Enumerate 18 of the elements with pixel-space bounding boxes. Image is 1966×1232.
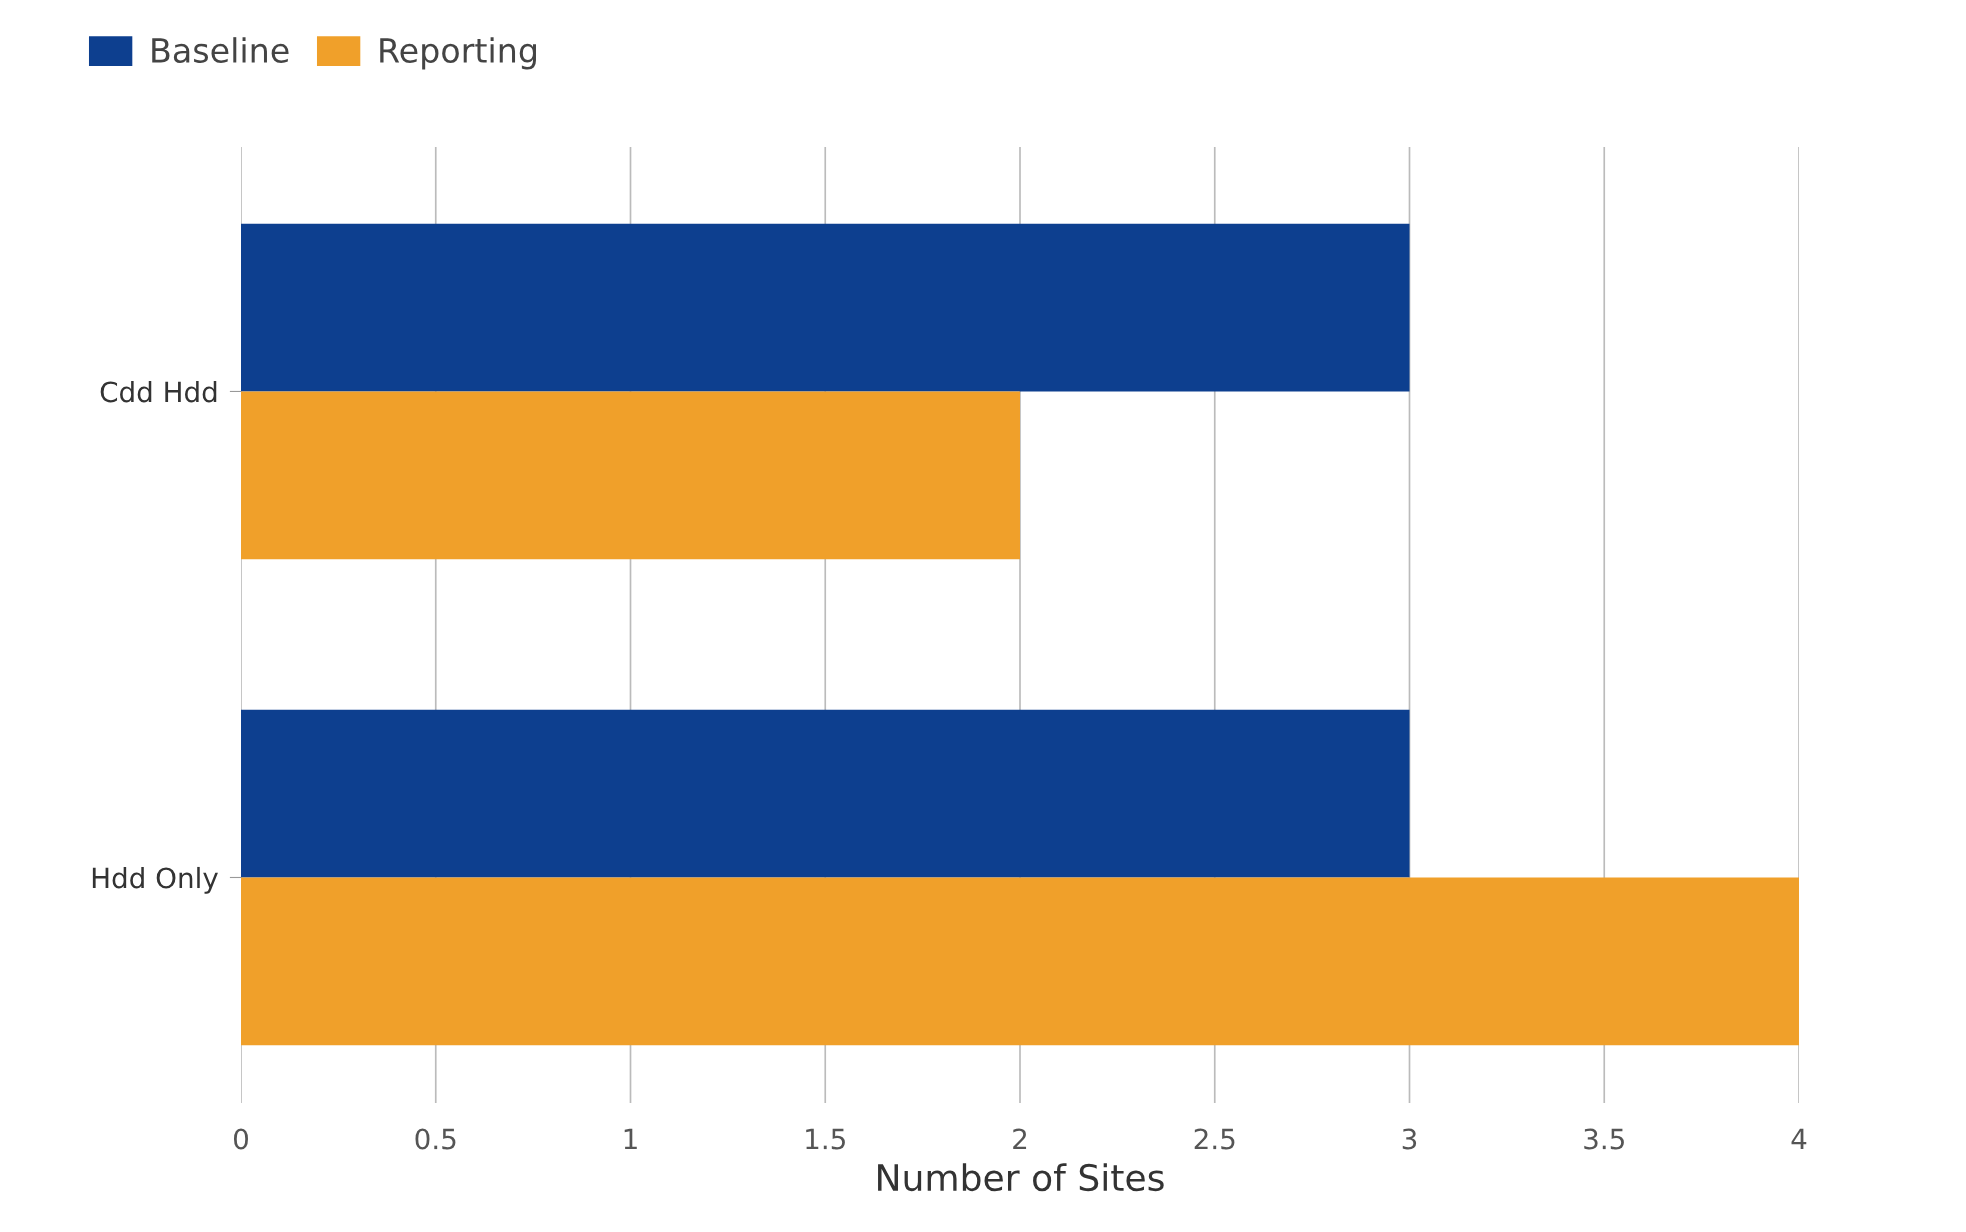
x-tick-label: 0.5 <box>415 1128 456 1150</box>
x-tick-label: 3 <box>1402 1128 1417 1150</box>
bar <box>241 223 1410 392</box>
x-tick-label: 2 <box>1013 1128 1027 1150</box>
y-tick-label: Hdd Only <box>92 866 218 894</box>
bar <box>241 391 1020 560</box>
x-tick-label: 4 <box>1791 1128 1807 1150</box>
bar <box>241 877 1799 1046</box>
bar <box>241 709 1410 878</box>
x-tick-label: 1.5 <box>806 1128 845 1150</box>
x-axis-title: Number of Sites <box>878 1163 1164 1192</box>
x-tick-label: 2.5 <box>1194 1128 1235 1150</box>
x-tick-label: 1 <box>624 1128 637 1150</box>
legend-label: Baseline <box>152 37 289 63</box>
x-tick-label: 0 <box>233 1128 248 1150</box>
y-tick-label: Cdd Hdd <box>100 380 217 403</box>
legend-label: Reporting <box>380 37 536 70</box>
x-tick-label: 3.5 <box>1584 1128 1624 1150</box>
